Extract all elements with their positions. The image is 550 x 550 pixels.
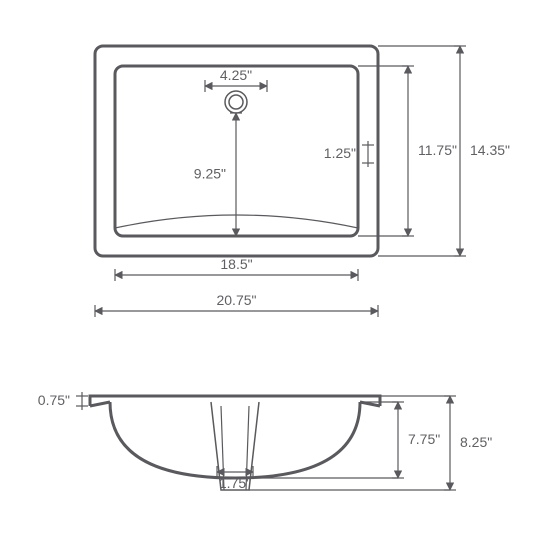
dim-inner-width: 18.5" — [115, 256, 358, 281]
svg-text:7.75": 7.75" — [408, 431, 440, 447]
dim-drain-dia: 4.25" — [205, 67, 267, 92]
side-view: 0.75"1.75"7.75"8.25" — [38, 392, 492, 491]
svg-text:8.25": 8.25" — [460, 434, 492, 450]
rim-profile — [90, 396, 380, 406]
top-view: 4.25" 9.25" 1.25" 11.75" 14.35" 18.5" 20.75" — [95, 46, 510, 317]
dim-rim-thick: 0.75" — [38, 392, 88, 410]
dim-inner-depth: 1.25" — [324, 141, 374, 167]
svg-text:11.75": 11.75" — [418, 142, 457, 158]
svg-text:20.75": 20.75" — [216, 292, 256, 308]
svg-text:18.5": 18.5" — [220, 256, 252, 272]
svg-text:0.75": 0.75" — [38, 392, 70, 408]
dim-outer-width: 20.75" — [95, 292, 378, 317]
dim-bowl-depth: 7.75" — [392, 402, 440, 478]
svg-text:4.25": 4.25" — [220, 67, 252, 83]
bowl-profile — [110, 402, 360, 478]
svg-text:14.35": 14.35" — [470, 142, 510, 158]
drain-inner — [229, 95, 243, 109]
dim-drain-to-bottom: 9.25" — [194, 113, 242, 236]
dim-outer-height: 14.35" — [454, 46, 510, 256]
dim-total-depth: 8.25" — [444, 396, 492, 490]
dim-inner-height: 11.75" — [402, 66, 457, 236]
svg-text:1.25": 1.25" — [324, 145, 356, 161]
sink-dimension-diagram: 4.25" 9.25" 1.25" 11.75" 14.35" 18.5" 20.75" 0… — [0, 0, 550, 550]
svg-text:9.25": 9.25" — [194, 166, 226, 182]
